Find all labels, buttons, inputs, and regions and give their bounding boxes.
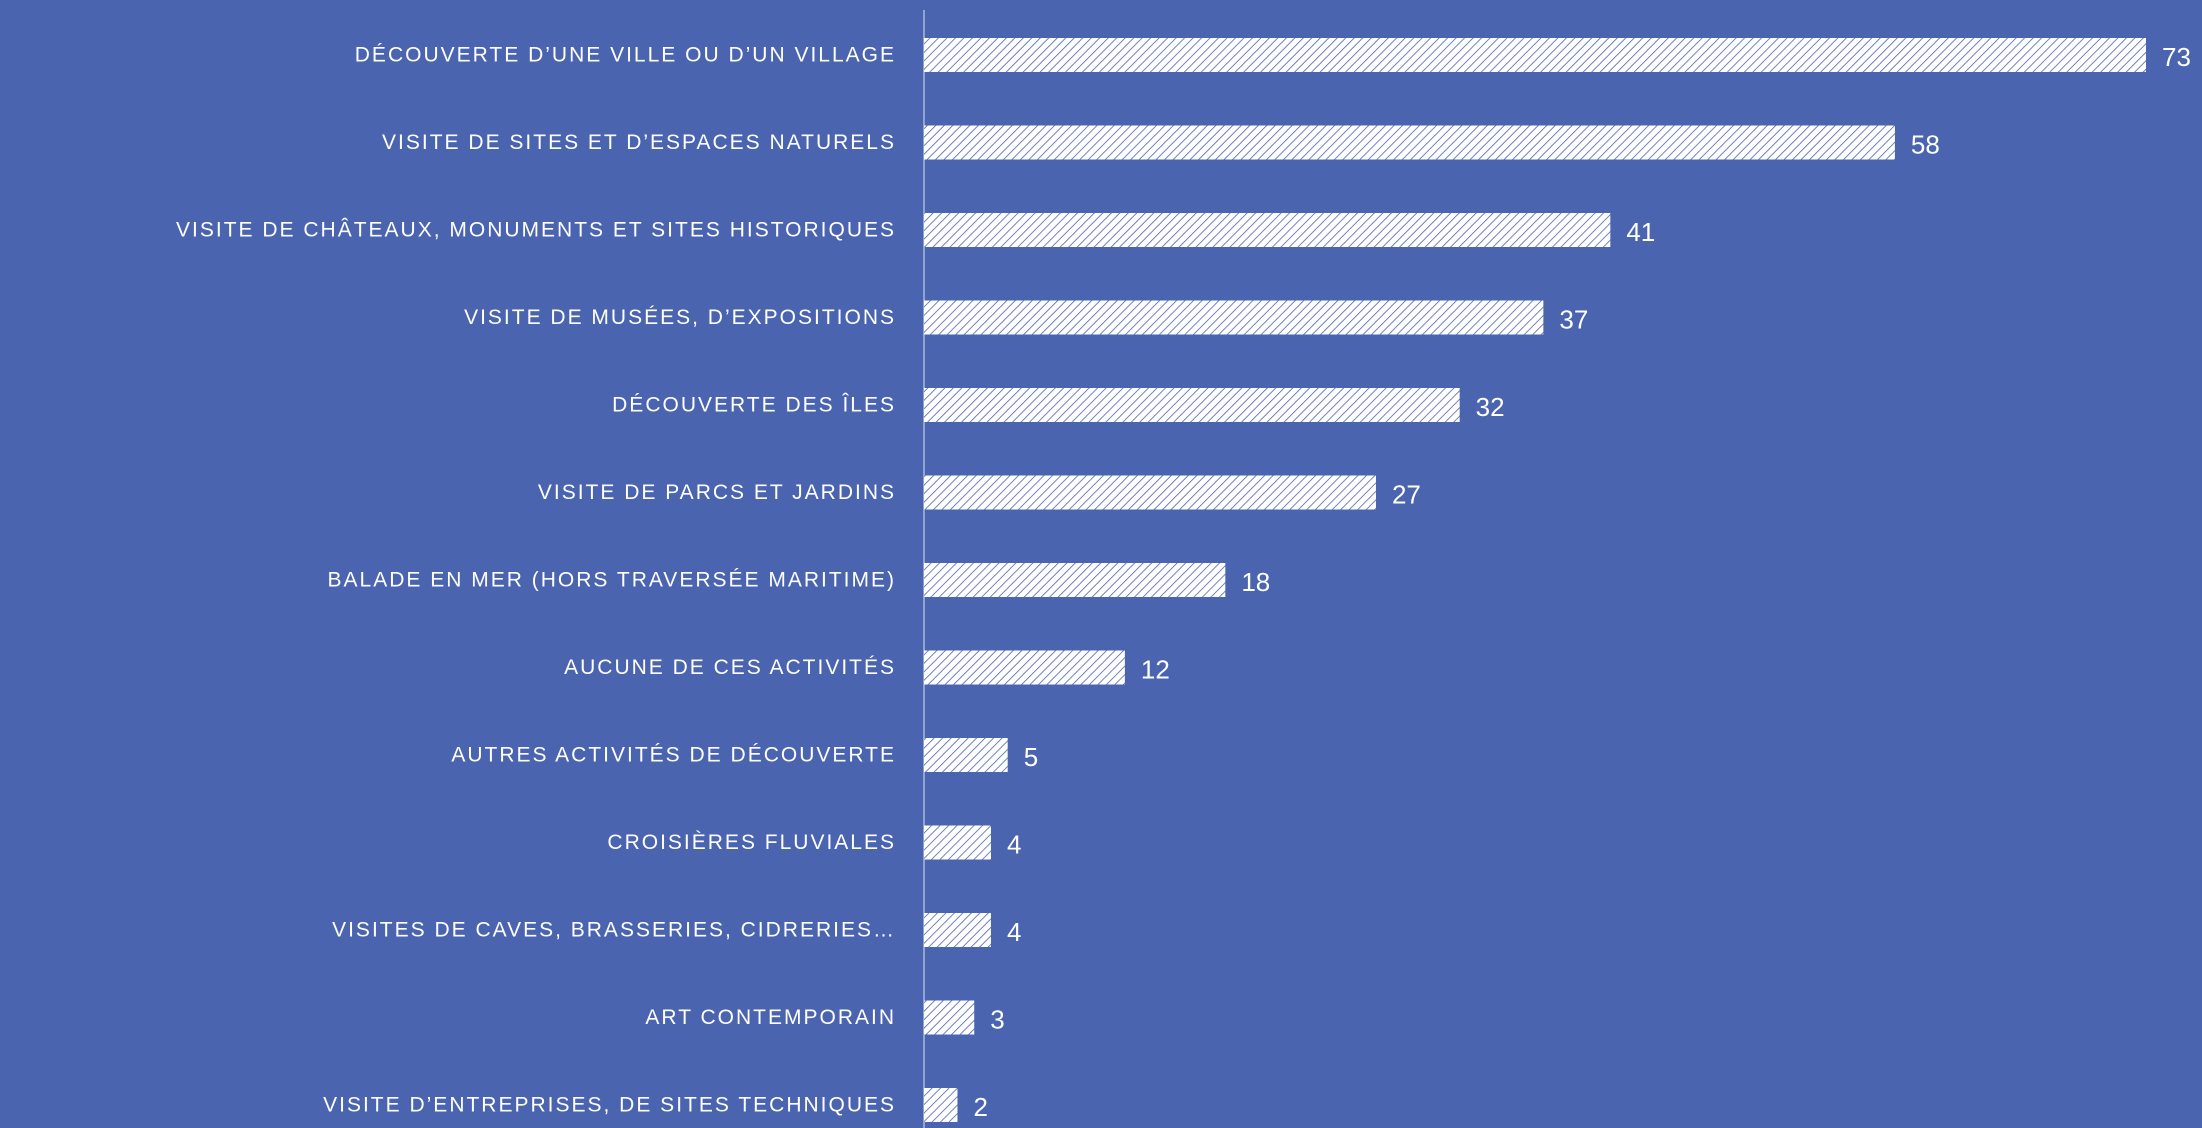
value-label: 27 bbox=[1392, 480, 1421, 510]
value-label: 3 bbox=[990, 1005, 1004, 1035]
value-label: 4 bbox=[1007, 917, 1021, 947]
bar bbox=[924, 1088, 958, 1122]
category-label: VISITE DE PARCS ET JARDINS bbox=[538, 481, 896, 504]
category-label: VISITE D’ENTREPRISES, DE SITES TECHNIQUE… bbox=[323, 1094, 896, 1117]
value-label: 58 bbox=[1911, 130, 1940, 160]
bar bbox=[924, 913, 991, 947]
category-label: BALADE EN MER (HORS TRAVERSÉE MARITIME) bbox=[328, 569, 896, 592]
bar bbox=[924, 650, 1125, 685]
bar bbox=[924, 1000, 975, 1035]
category-label: CROISIÈRES FLUVIALES bbox=[607, 831, 896, 854]
value-label: 18 bbox=[1241, 567, 1270, 597]
value-label: 32 bbox=[1476, 392, 1505, 422]
bar bbox=[924, 563, 1226, 597]
category-label: VISITE DE MUSÉES, D’EXPOSITIONS bbox=[464, 306, 896, 329]
value-label: 2 bbox=[973, 1092, 987, 1122]
value-label: 4 bbox=[1007, 830, 1021, 860]
value-label: 37 bbox=[1559, 305, 1588, 335]
bar bbox=[924, 475, 1376, 510]
bar bbox=[924, 213, 1611, 247]
value-label: 12 bbox=[1141, 655, 1170, 685]
bar bbox=[924, 300, 1544, 335]
category-label: DÉCOUVERTE DES ÎLES bbox=[612, 394, 896, 417]
bar bbox=[924, 738, 1008, 772]
bar bbox=[924, 825, 991, 860]
category-label: VISITES DE CAVES, BRASSERIES, CIDRERIES… bbox=[332, 919, 896, 942]
category-label: AUTRES ACTIVITÉS DE DÉCOUVERTE bbox=[451, 744, 896, 767]
bar bbox=[924, 125, 1895, 160]
category-label: ART CONTEMPORAIN bbox=[645, 1006, 896, 1029]
bar bbox=[924, 38, 2146, 72]
value-label: 5 bbox=[1024, 742, 1038, 772]
category-label: VISITE DE CHÂTEAUX, MONUMENTS ET SITES H… bbox=[176, 219, 896, 242]
category-label: VISITE DE SITES ET D’ESPACES NATURELS bbox=[382, 131, 896, 154]
category-label: DÉCOUVERTE D’UNE VILLE OU D’UN VILLAGE bbox=[355, 44, 896, 67]
value-label: 73 bbox=[2162, 42, 2191, 72]
value-label: 41 bbox=[1626, 217, 1655, 247]
category-label: AUCUNE DE CES ACTIVITÉS bbox=[564, 656, 896, 679]
bar bbox=[924, 388, 1460, 422]
